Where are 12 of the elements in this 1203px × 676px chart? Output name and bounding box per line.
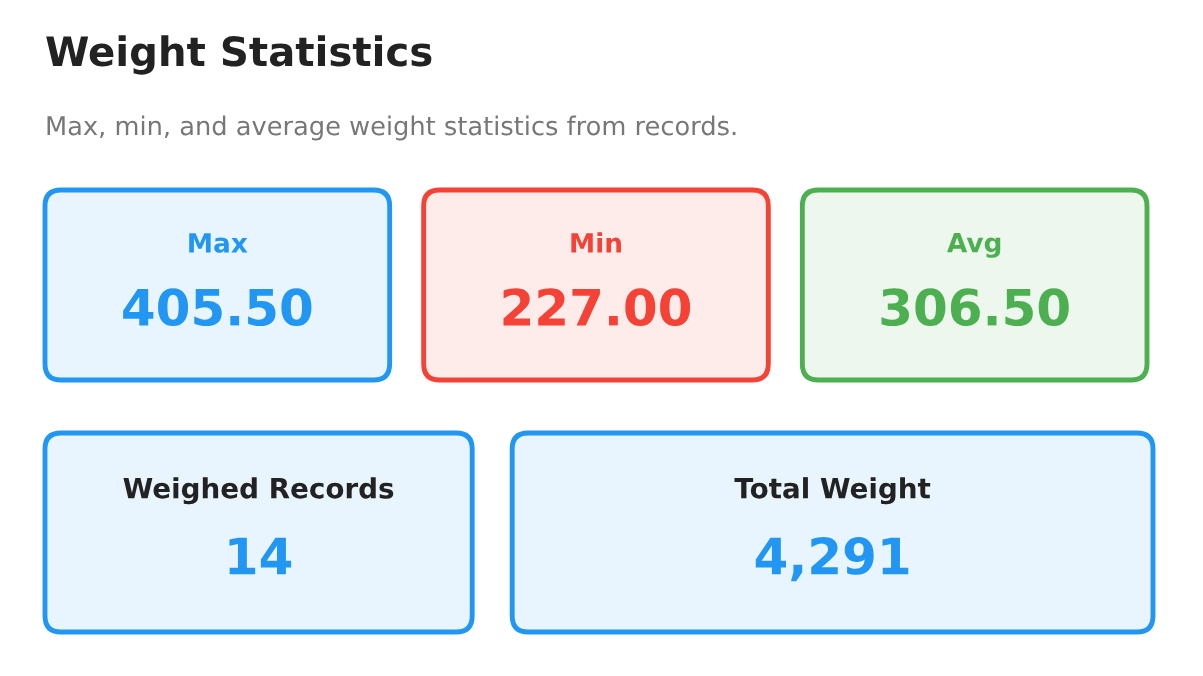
category-label: Total Weight: [734, 477, 931, 505]
data-label: 227.00: [503, 288, 691, 327]
text: Max, min, and average weight statistics from records.: [47, 115, 736, 141]
data-label: 405.50: [123, 288, 312, 327]
data-label: 14: [229, 537, 292, 575]
text: Weight Statistics: [46, 35, 432, 75]
data-label: 4,291: [755, 537, 909, 582]
data-label: 306.50: [881, 288, 1069, 327]
category-label: Avg: [947, 232, 1001, 258]
category-label: Max: [189, 233, 248, 253]
category-label: Min: [571, 232, 621, 253]
category-label: Weighed Records: [123, 477, 394, 505]
